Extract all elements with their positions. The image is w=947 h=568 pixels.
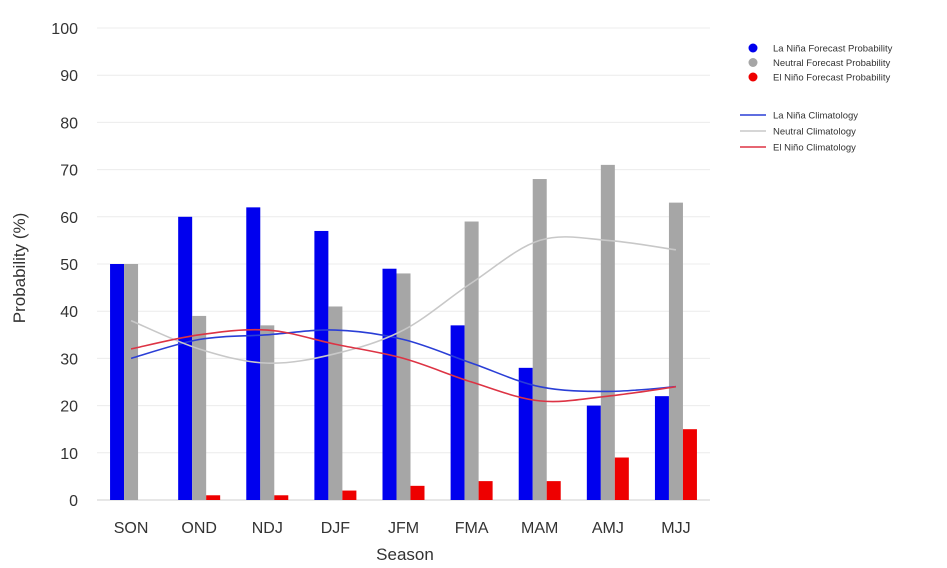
y-tick-label: 20 <box>60 399 78 416</box>
bar-amj-0 <box>586 405 601 500</box>
bar-ond-2 <box>206 495 221 500</box>
x-axis-ticks: SON OND NDJ DJF JFM FMA MAM AMJ MJJ <box>114 520 691 537</box>
y-tick-label: 10 <box>60 446 78 463</box>
bar-mam-2 <box>546 481 561 500</box>
bar-mjj-2 <box>682 429 697 500</box>
climatology-lines <box>130 236 677 403</box>
bar-ndj-1 <box>260 325 275 500</box>
y-axis-title: Probability (%) <box>10 213 29 324</box>
bar-ndj-0 <box>246 207 261 501</box>
legend-marker <box>748 43 758 53</box>
legend-label: La Niña Forecast Probability <box>773 44 893 55</box>
bar-djf-2 <box>342 490 357 500</box>
x-tick-label: MAM <box>521 520 558 537</box>
climatology-line-1 <box>130 236 677 364</box>
x-tick-label: SON <box>114 520 149 537</box>
y-tick-label: 80 <box>60 115 78 132</box>
bar-ond-1 <box>192 315 207 500</box>
legend-label: El Niño Forecast Probability <box>773 73 890 84</box>
y-tick-label: 90 <box>60 68 78 85</box>
x-tick-label: FMA <box>455 520 489 537</box>
bar-jfm-1 <box>396 273 411 500</box>
x-tick-label: NDJ <box>252 520 283 537</box>
y-tick-label: 100 <box>51 21 78 38</box>
y-tick-label: 0 <box>69 493 78 510</box>
y-tick-label: 70 <box>60 163 78 180</box>
x-tick-label: JFM <box>388 520 419 537</box>
bar-amj-2 <box>614 457 629 500</box>
climatology-line-0 <box>130 329 676 393</box>
y-tick-label: 40 <box>60 304 78 321</box>
bar-son-0 <box>110 264 125 500</box>
legend-marker <box>748 72 758 82</box>
bar-mjj-0 <box>654 396 669 500</box>
legend-label: Neutral Climatology <box>773 127 856 138</box>
y-axis-ticks: 0 10 20 30 40 50 60 70 80 90 100 <box>51 21 78 510</box>
x-tick-label: OND <box>181 520 217 537</box>
x-tick-label: DJF <box>321 520 351 537</box>
bar-jfm-2 <box>410 485 425 500</box>
legend-marker <box>748 58 758 67</box>
bar-fma-2 <box>478 481 493 500</box>
x-tick-label: AMJ <box>592 520 624 537</box>
bar-son-1 <box>124 264 139 500</box>
bar-jfm-0 <box>382 268 397 500</box>
legend: La Niña Forecast Probability Neutral Fore… <box>740 43 893 154</box>
legend-label: La Niña Climatology <box>773 111 858 122</box>
bar-djf-1 <box>328 306 343 500</box>
bar-mam-0 <box>518 367 533 500</box>
bar-mjj-1 <box>668 202 683 500</box>
bar-djf-0 <box>314 230 329 500</box>
bar-amj-1 <box>600 164 615 500</box>
bar-fma-0 <box>450 325 465 500</box>
climatology-line-2 <box>130 328 677 403</box>
bar-ndj-2 <box>274 495 289 500</box>
x-axis-title: Season <box>376 545 434 563</box>
bar-series <box>110 164 697 501</box>
legend-label: Neutral Forecast Probability <box>773 58 890 69</box>
y-tick-label: 30 <box>60 351 78 368</box>
bar-fma-1 <box>464 221 479 500</box>
bar-mam-1 <box>532 179 547 501</box>
x-tick-label: MJJ <box>661 520 690 537</box>
y-tick-label: 60 <box>60 210 78 227</box>
y-tick-label: 50 <box>60 257 78 274</box>
bar-ond-0 <box>178 216 193 501</box>
legend-label: El Niño Climatology <box>773 143 856 154</box>
